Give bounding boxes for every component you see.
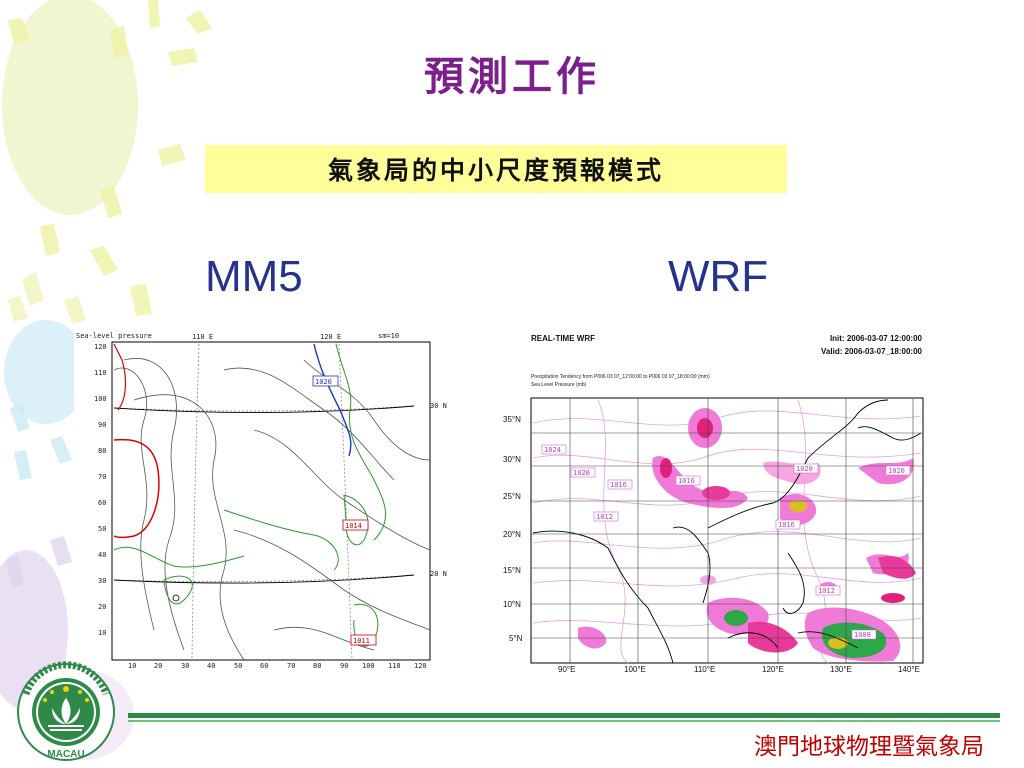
footer-rule-thin <box>128 720 1000 722</box>
wrf-lat-tick: 25°N <box>503 492 521 501</box>
mm5-coastline <box>113 343 387 647</box>
mm5-header-120: 120 E <box>320 333 341 341</box>
wrf-isobar-label: 1016 <box>778 521 795 529</box>
mm5-red-contour <box>113 438 160 539</box>
mm5-isobar-1020: 1020 <box>315 378 332 386</box>
wrf-lon-tick: 110°E <box>694 665 715 673</box>
wrf-isobar-label: 1020 <box>796 465 813 473</box>
blue-rays <box>10 404 72 480</box>
mm5-xtick: 50 <box>234 662 242 670</box>
agency-name: 澳門地球物理暨氣象局 <box>754 734 984 760</box>
wrf-lon-tick: 140°E <box>898 665 920 673</box>
mm5-ytick: 100 <box>94 395 107 403</box>
mm5-x-ticks: 10 20 30 40 50 60 70 80 90 100 110 120 <box>128 662 427 670</box>
mm5-xtick: 60 <box>260 662 268 670</box>
mm5-header-110: 110 E <box>192 333 213 341</box>
wrf-title: REAL-TIME WRF <box>531 334 595 343</box>
footer-rule <box>128 713 1000 718</box>
mm5-ytick: 40 <box>98 551 106 559</box>
wrf-lon-tick: 130°E <box>830 665 852 673</box>
mm5-xtick: 10 <box>128 662 136 670</box>
wrf-isobar-label: 1016 <box>678 477 695 485</box>
mm5-ytick: 80 <box>98 447 106 455</box>
mm5-map-frame <box>111 341 431 661</box>
mm5-blue-contour <box>313 343 352 457</box>
wrf-isobar-label: 1020 <box>573 469 590 477</box>
wrf-valid-time: Valid: 2006-03-07_18:00:00 <box>821 347 923 356</box>
mm5-ytick: 50 <box>98 525 106 533</box>
wrf-lat-tick: 20°N <box>503 530 521 539</box>
mm5-xtick: 70 <box>287 662 295 670</box>
mm5-station-marker <box>172 594 180 602</box>
purple-rays <box>6 536 72 588</box>
mm5-ytick: 20 <box>98 603 106 611</box>
green-balloon-shape <box>2 0 138 215</box>
mm5-ytick: 120 <box>94 343 107 351</box>
wrf-isobar-label: 1012 <box>818 587 835 595</box>
green-leaves <box>8 272 86 324</box>
blue-balloon-shape <box>4 320 88 424</box>
wrf-lat-tick: 35°N <box>503 415 521 424</box>
wrf-isobar-label: 1020 <box>888 467 905 475</box>
wrf-isobar-label: 1008 <box>854 631 871 639</box>
mm5-label: MM5 <box>205 252 303 301</box>
mm5-header-left: Sea-level pressure <box>76 332 152 340</box>
mm5-isobar-1014: 1014 <box>345 522 362 530</box>
mm5-lat-20n: 20 N <box>430 570 447 578</box>
wrf-lon-tick: 90°E <box>558 665 575 673</box>
wrf-lat-tick: 30°N <box>503 455 521 464</box>
mm5-xtick: 80 <box>313 662 321 670</box>
mm5-xtick: 120 <box>414 662 427 670</box>
wrf-lon-ticks: 90°E 100°E 110°E 120°E 130°E 140°E <box>558 665 920 673</box>
mm5-ytick: 90 <box>98 421 106 429</box>
mm5-header-right: sm=10 <box>378 332 399 340</box>
wrf-lat-ticks: 35°N 30°N 25°N 20°N 15°N 10°N 5°N <box>503 415 523 643</box>
mm5-xtick: 20 <box>154 662 162 670</box>
mm5-xtick: 40 <box>207 662 215 670</box>
wrf-lon-tick: 120°E <box>762 665 784 673</box>
macau-emblem-logo: MACAU <box>17 661 115 761</box>
emblem-text: MACAU <box>47 749 84 760</box>
sun-rays <box>8 0 212 316</box>
wrf-lat-tick: 10°N <box>503 600 521 609</box>
mm5-y-ticks: 120 110 100 90 80 70 60 50 40 30 20 10 <box>94 343 107 637</box>
wrf-isobar-labels: 1024 1020 1016 1012 1020 1016 1020 1012 … <box>541 444 911 640</box>
mm5-xtick: 110 <box>388 662 401 670</box>
mm5-ytick: 60 <box>98 499 106 507</box>
wrf-lat-tick: 5°N <box>509 634 523 643</box>
slide-subtitle: 氣象局的中小尺度預報模式 <box>205 145 787 193</box>
wrf-precipitation-map: REAL-TIME WRF Init: 2006-03-07 12:00:00 … <box>498 328 928 673</box>
mm5-red-contour-top <box>113 343 127 411</box>
mm5-xtick: 100 <box>362 662 375 670</box>
mm5-ytick: 110 <box>94 369 107 377</box>
wrf-label: WRF <box>668 252 769 301</box>
wrf-field-description: Precipitation Tendency from P006 03 07_1… <box>531 374 710 380</box>
mm5-grid-lines <box>113 405 415 584</box>
wrf-lat-tick: 15°N <box>503 566 521 575</box>
mm5-ytick: 70 <box>98 473 106 481</box>
mm5-isobar-box-1011 <box>350 634 377 646</box>
wrf-coastline <box>532 399 922 664</box>
mm5-isobar-1011: 1011 <box>353 637 370 645</box>
wrf-isobar-label: 1012 <box>596 513 613 521</box>
mm5-lat-30n: 30 N <box>430 402 447 410</box>
mm5-xtick: 90 <box>340 662 348 670</box>
slide-title: 預測工作 <box>424 53 600 100</box>
wrf-lon-tick: 100°E <box>624 665 646 673</box>
mm5-isobar-box-1020 <box>312 375 339 387</box>
mm5-isobar-box-1014 <box>342 519 369 531</box>
mm5-sea-level-pressure-map: Sea-level pressure 110 E 120 E sm=10 30 … <box>74 330 452 670</box>
wrf-isobar-label: 1016 <box>610 481 627 489</box>
mm5-xtick: 30 <box>181 662 189 670</box>
wrf-slp-description: Sea Level Pressure (mb) <box>531 382 587 388</box>
wrf-init-time: Init: 2006-03-07 12:00:00 <box>830 334 923 343</box>
mm5-ytick: 30 <box>98 577 106 585</box>
mm5-ytick: 10 <box>98 629 106 637</box>
wrf-isobar-label: 1024 <box>544 446 561 454</box>
